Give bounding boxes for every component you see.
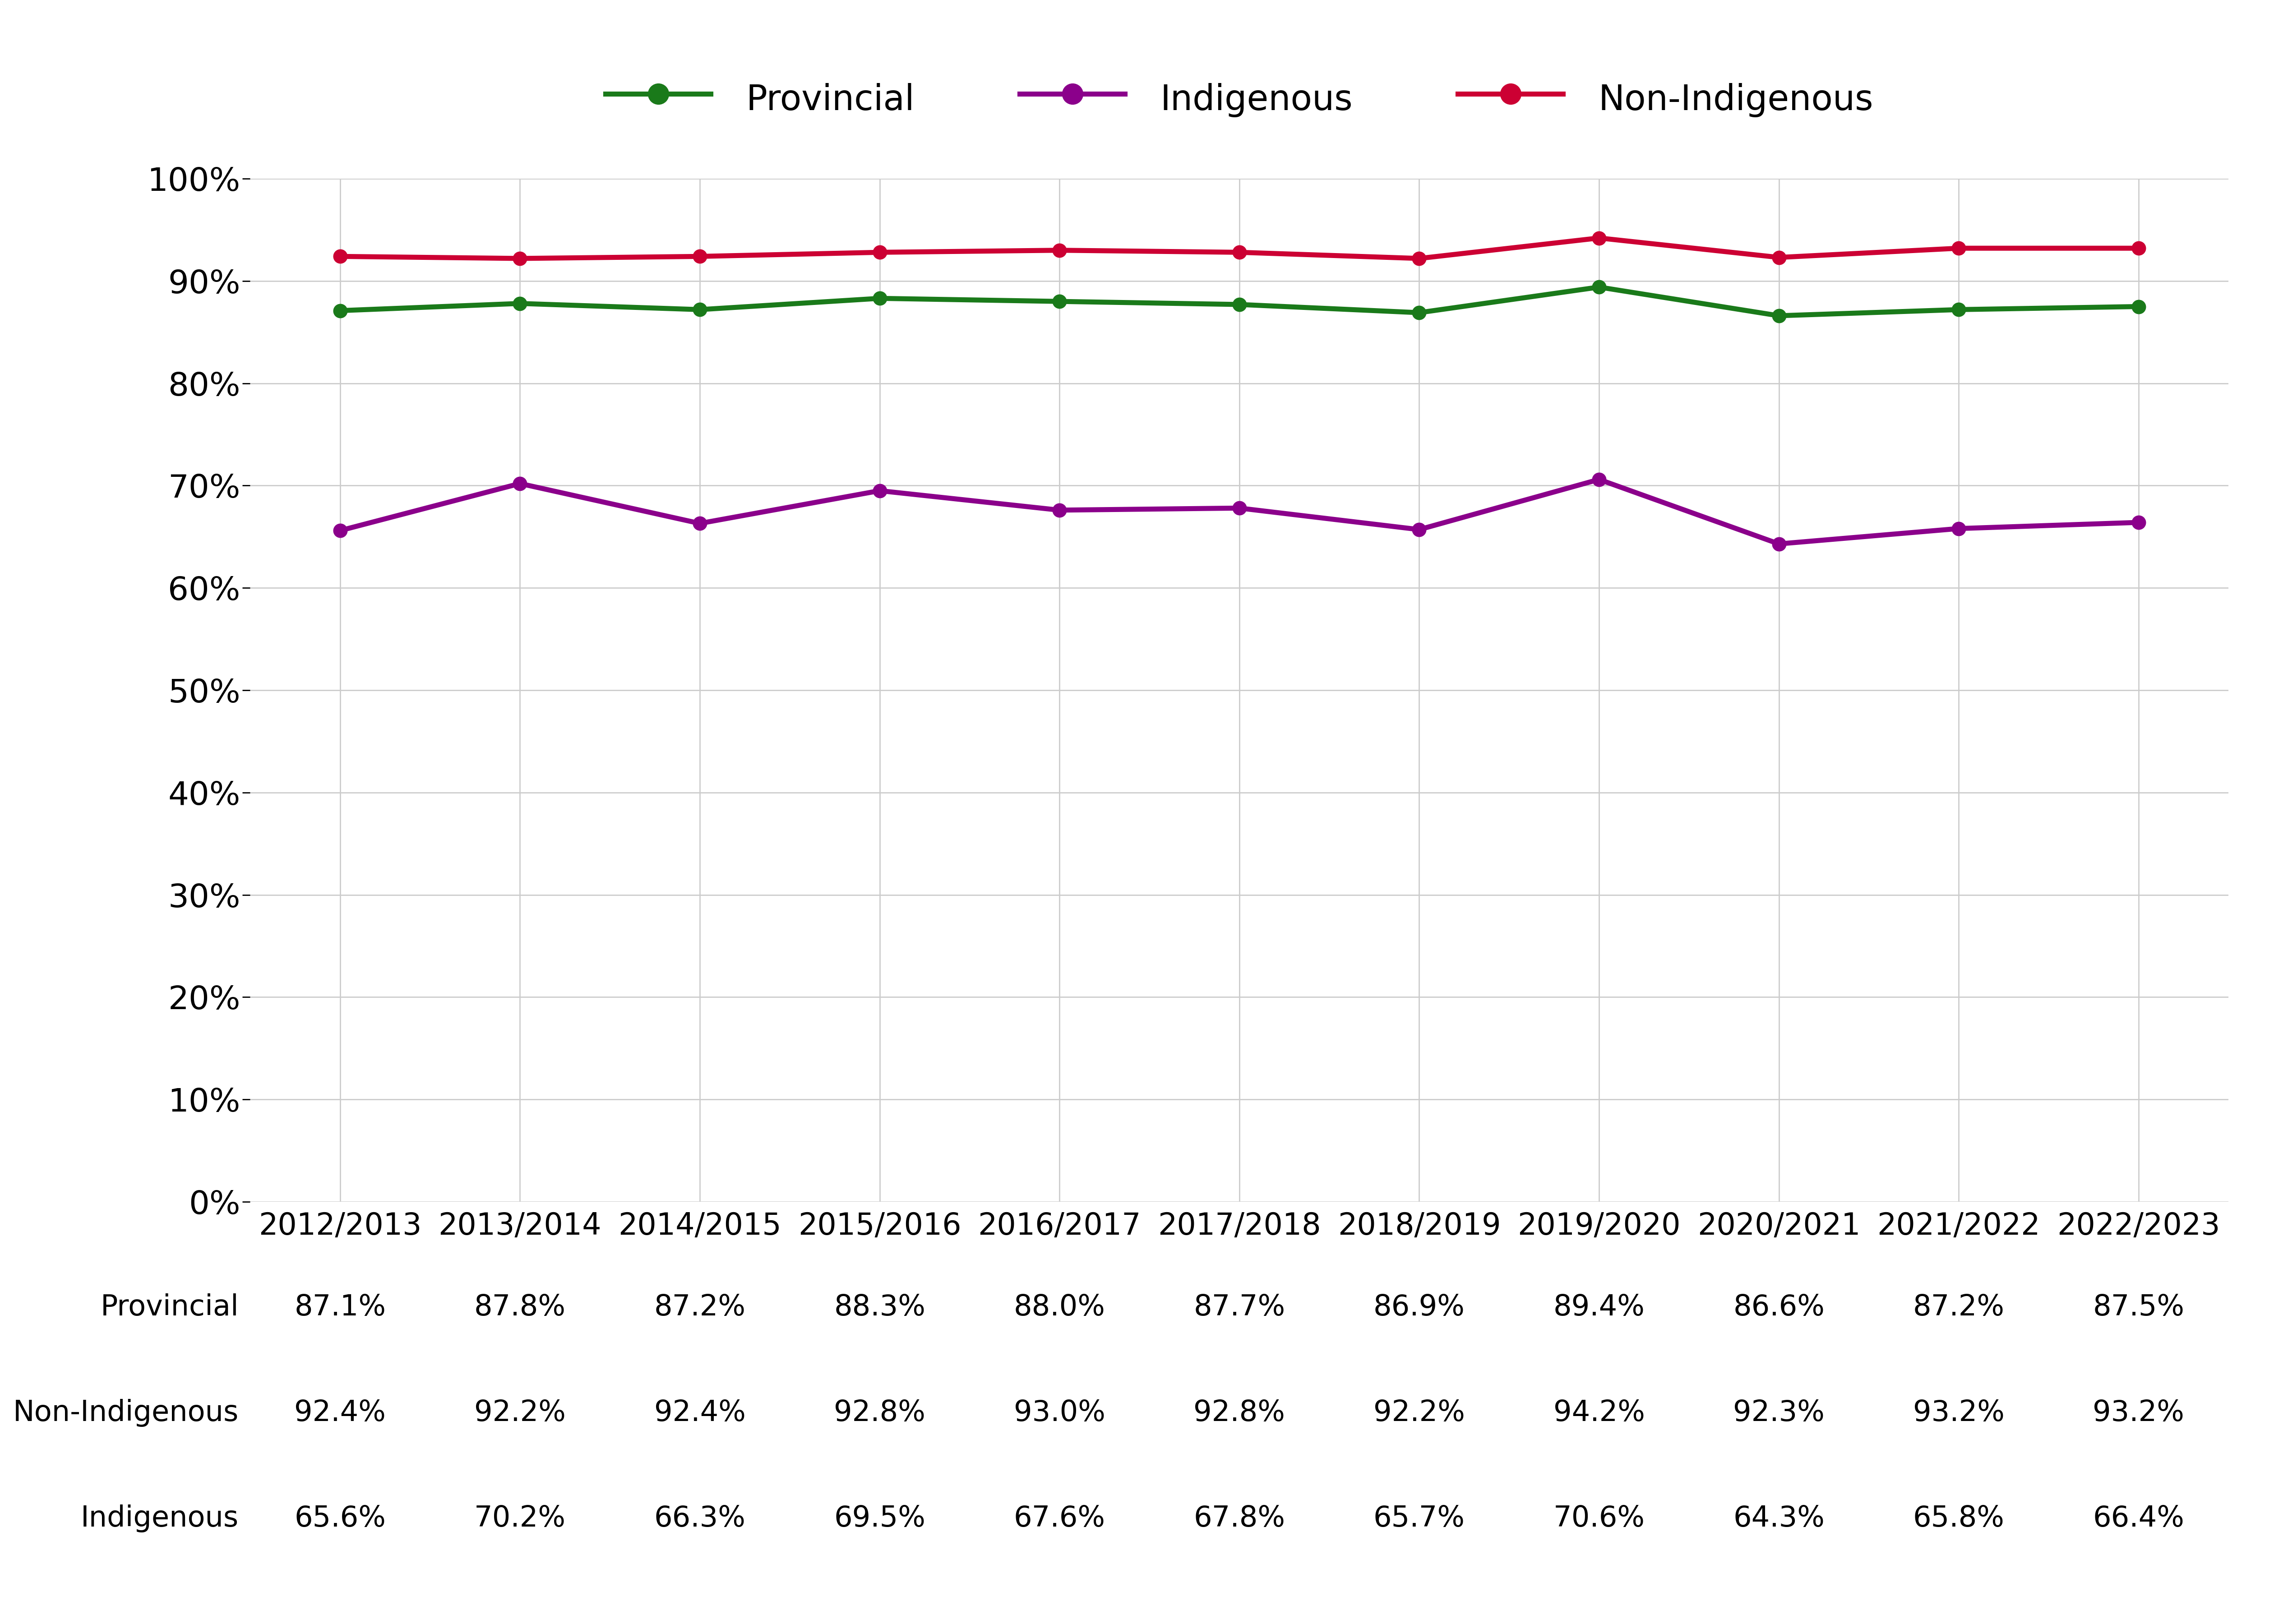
Indigenous	[1765, 534, 1792, 554]
Text: 87.2%: 87.2%	[655, 1293, 746, 1322]
Provincial	[2124, 297, 2151, 317]
Text: 65.8%: 65.8%	[1912, 1504, 2003, 1533]
Non-Indigenous	[1226, 242, 1253, 261]
Text: 93.2%: 93.2%	[1912, 1398, 2003, 1427]
Text: 86.9%: 86.9%	[1373, 1293, 1464, 1322]
Text: 70.2%: 70.2%	[473, 1504, 566, 1533]
Non-Indigenous	[1046, 240, 1073, 260]
Provincial	[1405, 304, 1433, 323]
Text: 66.3%: 66.3%	[655, 1504, 746, 1533]
Indigenous	[327, 521, 355, 541]
Provincial	[866, 289, 894, 309]
Non-Indigenous	[327, 247, 355, 266]
Text: 64.3%: 64.3%	[1733, 1504, 1824, 1533]
Text: 70.6%: 70.6%	[1553, 1504, 1644, 1533]
Provincial	[327, 300, 355, 320]
Text: 92.4%: 92.4%	[293, 1398, 387, 1427]
Provincial	[1765, 305, 1792, 325]
Text: 86.6%: 86.6%	[1733, 1293, 1824, 1322]
Text: 94.2%: 94.2%	[1553, 1398, 1644, 1427]
Indigenous	[1046, 500, 1073, 520]
Provincial	[687, 300, 714, 320]
Indigenous	[687, 513, 714, 533]
Indigenous	[1585, 469, 1612, 489]
Text: 69.5%: 69.5%	[835, 1504, 926, 1533]
Provincial	[1944, 300, 1972, 320]
Text: 67.6%: 67.6%	[1014, 1504, 1105, 1533]
Non-Indigenous	[1405, 248, 1433, 268]
Text: 87.8%: 87.8%	[473, 1293, 566, 1322]
Line: Indigenous: Indigenous	[334, 473, 2144, 551]
Line: Non-Indigenous: Non-Indigenous	[334, 231, 2144, 265]
Text: 93.2%: 93.2%	[2092, 1398, 2185, 1427]
Legend: Provincial, Indigenous, Non-Indigenous: Provincial, Indigenous, Non-Indigenous	[591, 63, 1887, 135]
Text: 88.3%: 88.3%	[835, 1293, 926, 1322]
Provincial	[1585, 278, 1612, 297]
Non-Indigenous	[507, 248, 534, 268]
Non-Indigenous	[866, 242, 894, 261]
Text: 92.2%: 92.2%	[1373, 1398, 1464, 1427]
Text: 87.1%: 87.1%	[293, 1293, 387, 1322]
Text: 87.5%: 87.5%	[2092, 1293, 2185, 1322]
Text: 89.4%: 89.4%	[1553, 1293, 1644, 1322]
Non-Indigenous	[1585, 229, 1612, 248]
Indigenous	[1944, 518, 1972, 538]
Provincial	[1046, 292, 1073, 312]
Text: 92.3%: 92.3%	[1733, 1398, 1824, 1427]
Text: 66.4%: 66.4%	[2092, 1504, 2185, 1533]
Text: Provincial: Provincial	[100, 1293, 239, 1322]
Non-Indigenous	[2124, 239, 2151, 258]
Text: 87.2%: 87.2%	[1912, 1293, 2006, 1322]
Text: 92.2%: 92.2%	[475, 1398, 566, 1427]
Text: Non-Indigenous: Non-Indigenous	[14, 1398, 239, 1427]
Text: Indigenous: Indigenous	[82, 1504, 239, 1533]
Indigenous	[507, 474, 534, 494]
Text: 67.8%: 67.8%	[1194, 1504, 1285, 1533]
Text: 92.8%: 92.8%	[835, 1398, 926, 1427]
Non-Indigenous	[1944, 239, 1972, 258]
Indigenous	[866, 481, 894, 500]
Indigenous	[1226, 499, 1253, 518]
Text: 88.0%: 88.0%	[1014, 1293, 1105, 1322]
Provincial	[1226, 294, 1253, 313]
Indigenous	[2124, 513, 2151, 533]
Indigenous	[1405, 520, 1433, 539]
Text: 65.7%: 65.7%	[1373, 1504, 1464, 1533]
Text: 87.7%: 87.7%	[1194, 1293, 1285, 1322]
Non-Indigenous	[687, 247, 714, 266]
Text: 92.4%: 92.4%	[655, 1398, 746, 1427]
Text: 93.0%: 93.0%	[1014, 1398, 1105, 1427]
Text: 92.8%: 92.8%	[1194, 1398, 1285, 1427]
Provincial	[507, 294, 534, 313]
Non-Indigenous	[1765, 248, 1792, 268]
Line: Provincial: Provincial	[334, 281, 2144, 323]
Text: 65.6%: 65.6%	[293, 1504, 387, 1533]
